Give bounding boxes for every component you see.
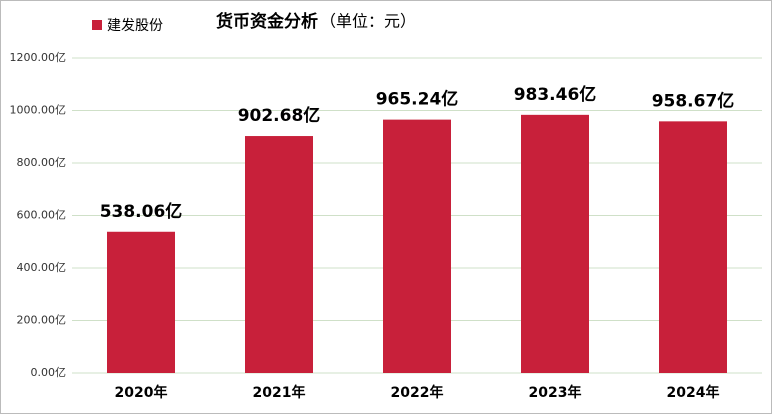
chart-subtitle: （单位：元）: [320, 12, 416, 31]
legend-label: 建发股份: [107, 18, 163, 34]
value-label: 983.46亿: [514, 84, 597, 105]
bar: [659, 121, 727, 373]
y-tick-label: 600.00亿: [17, 209, 67, 222]
value-label: 902.68亿: [238, 105, 321, 126]
value-label: 538.06亿: [100, 201, 183, 222]
y-tick-label: 0.00亿: [31, 366, 67, 379]
y-tick-label: 800.00亿: [17, 156, 67, 169]
value-label: 958.67亿: [652, 90, 735, 111]
chart-title: 货币资金分析: [216, 11, 318, 32]
value-label: 965.24亿: [376, 89, 459, 110]
bar: [521, 114, 589, 374]
x-tick-label: 2022年: [391, 384, 444, 401]
bar: [383, 119, 451, 373]
legend-swatch: [92, 20, 102, 30]
bar: [245, 136, 313, 373]
y-tick-label: 400.00亿: [17, 261, 67, 274]
y-tick-label: 200.00亿: [17, 314, 67, 327]
bar: [107, 231, 175, 373]
x-tick-label: 2021年: [253, 384, 306, 401]
y-tick-label: 1000.00亿: [10, 104, 67, 117]
x-tick-label: 2023年: [529, 384, 582, 401]
x-tick-label: 2024年: [667, 384, 720, 401]
x-tick-label: 2020年: [115, 384, 168, 401]
y-tick-label: 1200.00亿: [10, 51, 67, 64]
